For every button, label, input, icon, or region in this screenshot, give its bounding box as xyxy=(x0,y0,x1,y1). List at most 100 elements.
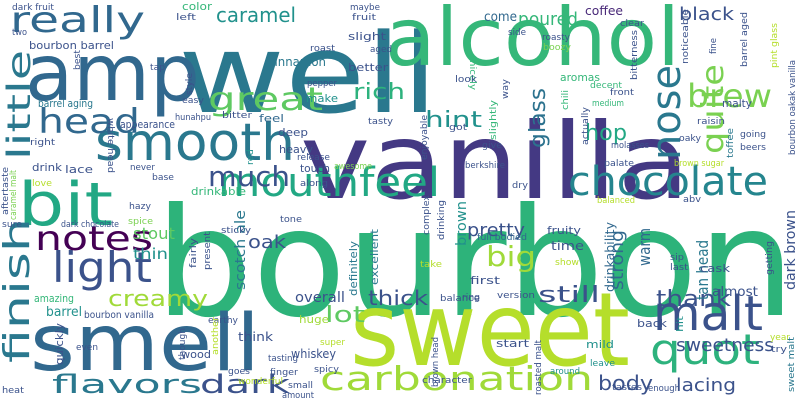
word-way: way xyxy=(501,78,511,99)
word-sweetness: sweetness xyxy=(676,335,774,356)
word-roasted-malt: roasted malt xyxy=(534,340,544,395)
word-head: head xyxy=(38,102,140,142)
word-great: great xyxy=(208,80,323,118)
word-drink: drink xyxy=(32,161,63,174)
word-bourbon-vanilla: bourbon vanilla xyxy=(84,310,154,321)
word-cinnamon: cinnamon xyxy=(268,55,326,69)
word-amount: amount xyxy=(282,391,314,400)
word-love: love xyxy=(32,179,52,189)
word-vanilla: vanilla xyxy=(300,101,690,223)
word-heavy: heavy xyxy=(279,143,313,156)
word-lacing: lacing xyxy=(676,375,736,396)
word-berkshire: berkshire xyxy=(465,161,505,171)
word-rich: rich xyxy=(353,80,405,105)
word-balanced: balanced xyxy=(597,196,635,206)
word-huge: huge xyxy=(299,313,329,326)
word-body: body xyxy=(598,371,653,395)
word-mild: mild xyxy=(586,338,614,351)
word-never: never xyxy=(130,163,155,173)
word-dry: dry xyxy=(512,181,529,191)
word-oaky: oaky xyxy=(679,134,702,144)
word-drinkable: drinkable xyxy=(191,185,246,198)
word-first: first xyxy=(470,274,501,287)
word-complex: complex xyxy=(422,194,432,235)
word-left: left xyxy=(176,13,197,23)
word-maybe: maybe xyxy=(350,3,380,13)
word-right: right xyxy=(30,138,56,148)
word-sweet-malt: sweet malt xyxy=(787,336,797,392)
word-bourbon-oakak-vanilla: bourbon oakak vanilla xyxy=(788,60,798,155)
word-chocolate: chocolate xyxy=(568,159,768,205)
word-nose: nose xyxy=(644,65,690,160)
word-hop: hop xyxy=(585,121,627,146)
word-dark-fruit: dark fruit xyxy=(12,3,54,13)
word-thank: thank xyxy=(656,287,731,312)
word-medium: medium xyxy=(592,99,624,109)
word-flavors: flavors xyxy=(52,370,202,400)
word-toffee: toffee xyxy=(726,127,736,158)
word-pepper: pepper xyxy=(307,79,337,89)
word-dark-chocolate: dark chocolate xyxy=(61,220,119,230)
word-noticeable: noticeable xyxy=(681,8,691,64)
word-palate: palate xyxy=(604,159,634,169)
word-nicely: nicely xyxy=(467,60,477,91)
word-think: think xyxy=(238,330,273,344)
word-front: front xyxy=(610,88,635,98)
word-carbonation: carbonation xyxy=(320,359,593,398)
word-caramel-malt: caramel malt xyxy=(9,170,19,220)
word-mouthfeel: mouthfeel xyxy=(218,160,440,206)
word-balance: balance xyxy=(440,294,481,304)
word-malt: malt xyxy=(653,286,763,342)
word-brown-sugar: brown sugar xyxy=(674,159,724,169)
word-feel: feel xyxy=(259,112,284,125)
word-malty: malty xyxy=(722,97,752,110)
word-pint-glass: pint glass xyxy=(770,23,780,68)
word-tap: tap xyxy=(150,63,165,73)
word-caramel: caramel xyxy=(216,3,296,27)
word-bourbon-barrel: bourbon barrel xyxy=(29,39,114,52)
word-touch: touch xyxy=(300,162,330,175)
word-coffee: coffee xyxy=(585,4,623,18)
word-alcohol: alcohol xyxy=(385,0,680,84)
word-smooth: smooth xyxy=(95,113,295,173)
word-scotch-ale: scotch ale xyxy=(233,210,249,290)
word-time: time xyxy=(551,239,584,253)
word-strong: strong xyxy=(607,230,628,290)
word-creamy: creamy xyxy=(108,287,208,312)
word-red: red xyxy=(246,149,256,165)
word-though: though xyxy=(178,328,188,360)
word-fine: fine xyxy=(709,38,719,54)
word-abv: abv xyxy=(683,195,702,205)
word-side: side xyxy=(508,28,526,38)
word-definitely: definitely xyxy=(347,240,360,296)
word-back: back xyxy=(637,317,668,330)
word-sticky: sticky xyxy=(221,226,252,236)
word-clear: clear xyxy=(620,19,644,29)
word-quickly: quickly xyxy=(53,322,66,365)
word-color: color xyxy=(182,0,213,13)
word-slight: slight xyxy=(348,30,387,43)
word-sip: sip xyxy=(670,253,684,263)
word-finish: finish xyxy=(0,218,38,363)
word-bourbon: bourbon xyxy=(155,177,795,351)
word-fruit: fruit xyxy=(352,13,377,23)
word-spice: spice xyxy=(128,217,153,227)
word-thin: thin xyxy=(133,245,168,263)
word-amp: amp xyxy=(25,29,200,119)
word-bit: bit xyxy=(18,170,113,240)
word-finger: finger xyxy=(270,368,298,378)
word-amazing: amazing xyxy=(34,292,74,305)
word-tastes: tastes xyxy=(612,383,642,393)
word-around: around xyxy=(550,367,580,377)
word-last: last xyxy=(670,263,689,273)
word-excellent: excellent xyxy=(368,228,381,285)
word-still: still xyxy=(538,283,600,308)
word-dark: dark xyxy=(200,370,290,400)
word-smell: smell xyxy=(30,299,260,389)
word-super: super xyxy=(320,338,345,348)
word-fairly: fairly xyxy=(189,237,199,268)
word-getting: getting xyxy=(765,241,775,275)
word-base: base xyxy=(152,173,174,183)
word-show: show xyxy=(555,258,579,268)
word-brown-head: brown head xyxy=(431,337,441,387)
